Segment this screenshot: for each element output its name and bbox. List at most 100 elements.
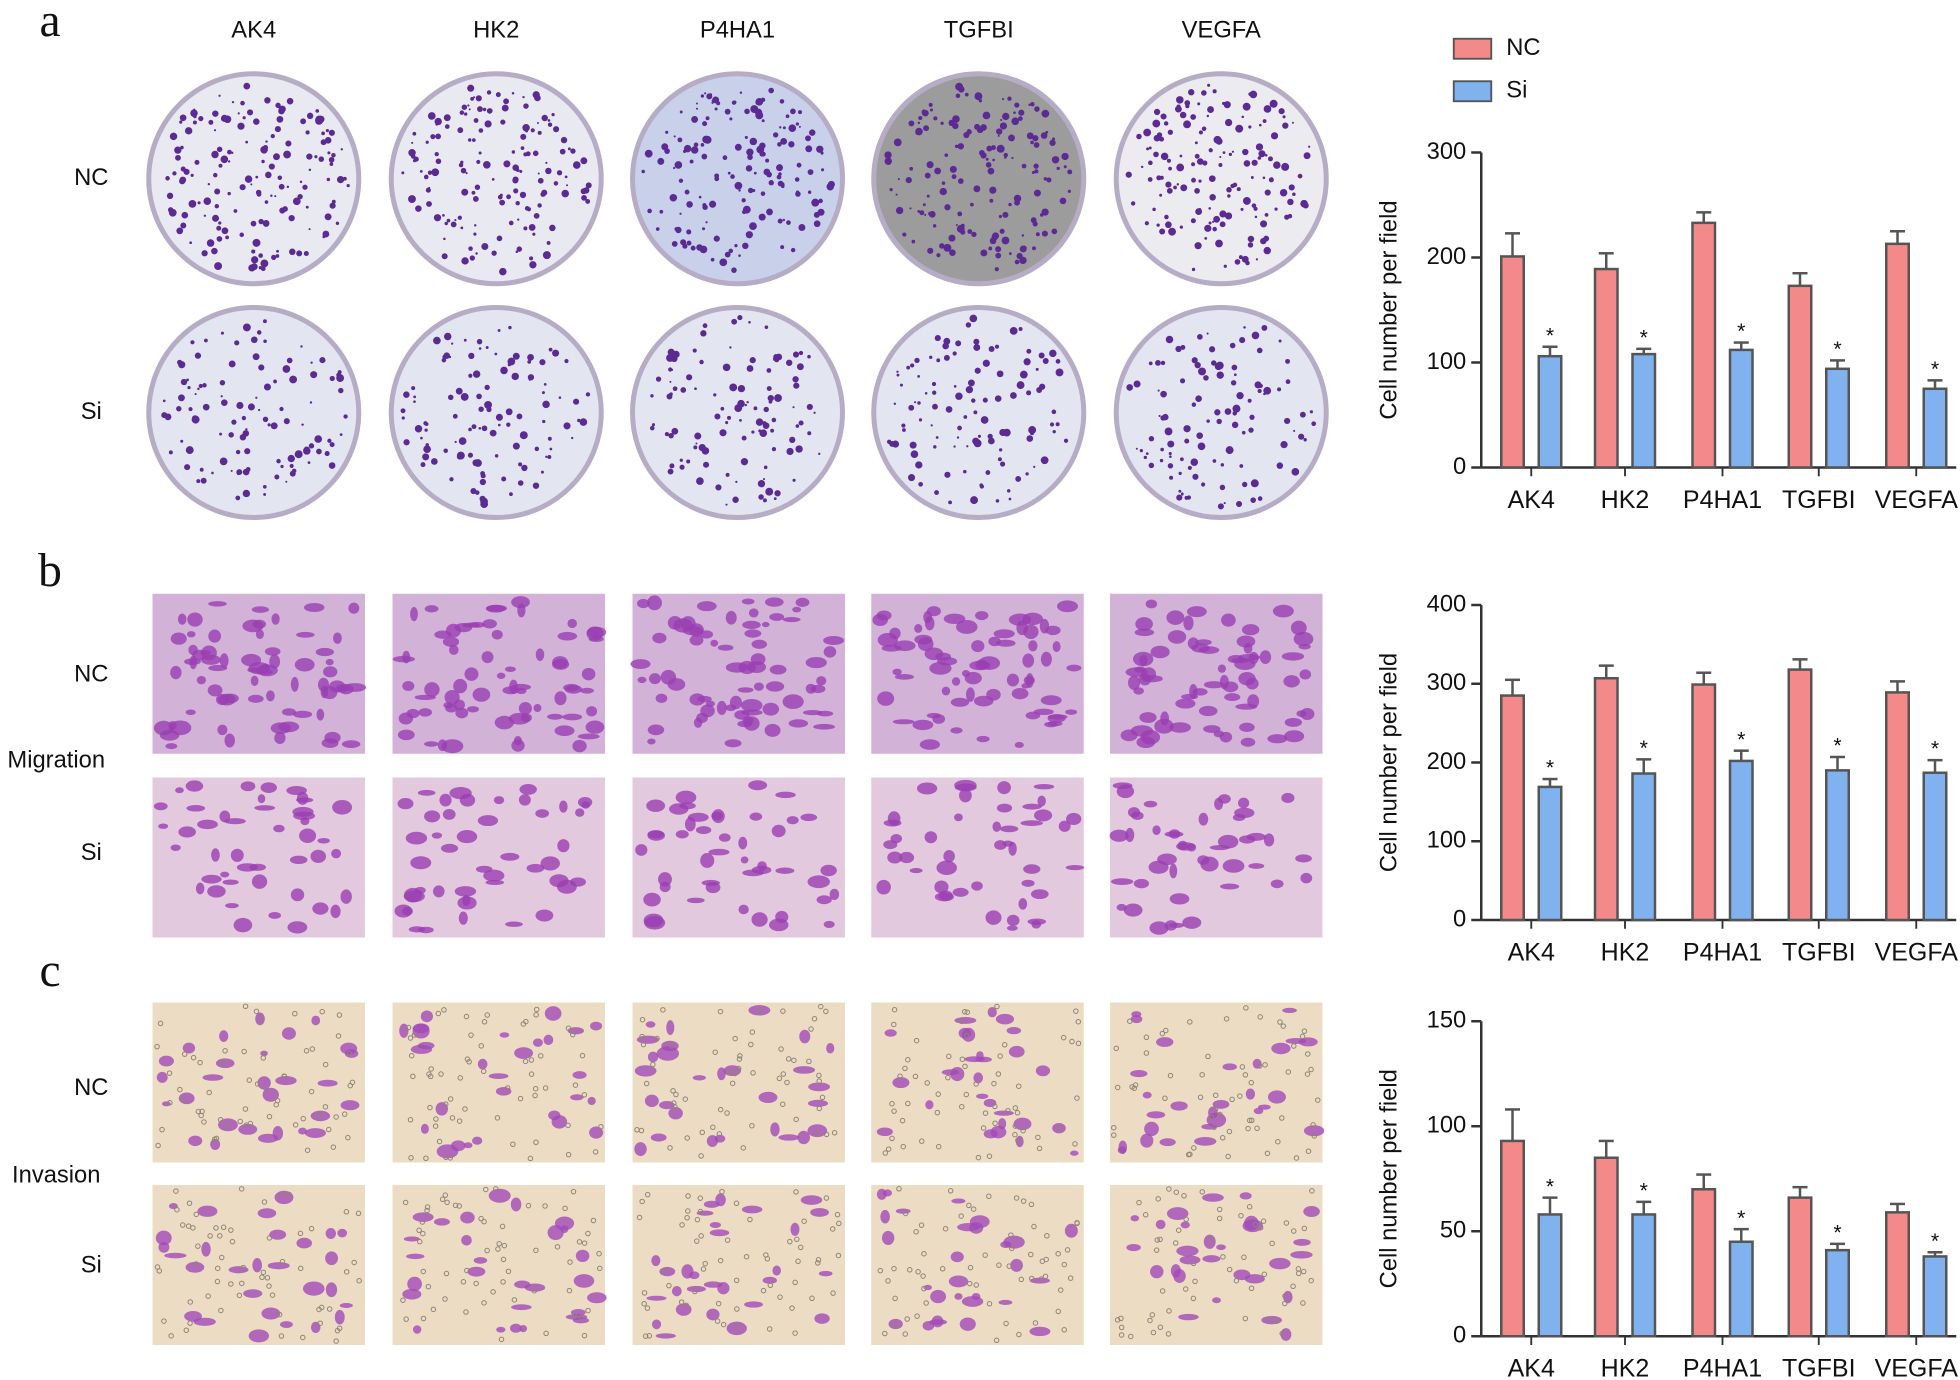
colony	[695, 102, 698, 105]
colony	[924, 213, 927, 216]
cell	[170, 632, 187, 645]
pore	[408, 1155, 414, 1161]
bar	[1593, 1156, 1619, 1338]
colony	[989, 186, 997, 194]
legend-label: Si	[1506, 77, 1527, 104]
cell	[233, 917, 253, 933]
colony	[454, 218, 457, 222]
pore	[1220, 1254, 1226, 1260]
colony	[553, 181, 559, 186]
x-tick-label: P4HA1	[1683, 938, 1762, 966]
colony	[566, 184, 569, 187]
pore	[700, 1266, 707, 1272]
pore	[442, 1192, 449, 1198]
colony	[425, 140, 429, 144]
cell	[1145, 599, 1158, 609]
bar	[1885, 242, 1910, 469]
cell	[219, 653, 229, 668]
colony	[668, 432, 674, 439]
cell	[444, 689, 460, 705]
cell	[185, 709, 196, 716]
colony	[1164, 214, 1169, 220]
pore	[1243, 1005, 1249, 1011]
cell	[909, 868, 923, 874]
pore	[238, 1186, 245, 1192]
colony	[957, 178, 964, 184]
colony	[461, 104, 468, 110]
colony	[667, 468, 674, 475]
cell	[782, 694, 804, 710]
x-tick-label: AK4	[1508, 938, 1555, 966]
cell	[1033, 784, 1055, 790]
colony	[220, 114, 229, 122]
cell	[241, 653, 262, 667]
cell	[1167, 630, 1187, 644]
pore	[1057, 1287, 1064, 1293]
cell	[684, 817, 696, 832]
colony	[1219, 221, 1226, 228]
colony	[255, 396, 258, 399]
colony	[338, 387, 344, 394]
colony	[1255, 143, 1264, 151]
colony	[766, 368, 772, 373]
cell	[1234, 658, 1256, 670]
pore	[1031, 1223, 1037, 1230]
colony	[745, 231, 753, 239]
pore	[823, 1195, 830, 1201]
cell	[587, 1292, 607, 1304]
colony	[1207, 106, 1214, 113]
cell	[1006, 673, 1020, 687]
cell	[669, 803, 689, 815]
colony	[457, 215, 463, 220]
colony	[807, 431, 812, 436]
pore	[1111, 1124, 1117, 1131]
cell	[705, 881, 721, 894]
pore	[420, 1230, 426, 1237]
colony	[263, 319, 267, 324]
pore	[1005, 1107, 1011, 1114]
pore	[565, 1122, 571, 1129]
cell	[675, 1303, 692, 1316]
colony	[1263, 246, 1271, 255]
cell	[1284, 730, 1305, 743]
pore	[760, 1287, 767, 1294]
cell	[461, 1234, 472, 1246]
pore	[816, 1072, 822, 1079]
colony	[781, 184, 785, 189]
cell	[424, 741, 439, 747]
colony	[227, 191, 231, 196]
cell	[533, 704, 542, 712]
cell	[661, 1040, 679, 1052]
pore	[590, 1217, 597, 1224]
pore	[1285, 1069, 1292, 1075]
cell	[1047, 714, 1068, 720]
colony	[547, 122, 553, 127]
microscopy-field	[1110, 593, 1323, 754]
colony	[686, 459, 691, 464]
colony	[788, 124, 797, 133]
colony	[1263, 105, 1272, 113]
colony	[460, 226, 464, 230]
cell	[279, 1321, 293, 1328]
colony	[532, 482, 540, 489]
colony	[1212, 226, 1217, 232]
colony	[818, 198, 823, 204]
pore	[500, 1279, 506, 1285]
colony	[918, 481, 923, 487]
row-label: NC	[74, 660, 108, 687]
colony	[483, 160, 491, 169]
bar	[1537, 785, 1563, 922]
cell	[995, 639, 1016, 647]
cell	[1018, 898, 1028, 910]
y-axis-label: Cell number per field	[1375, 653, 1402, 872]
colony	[973, 185, 981, 193]
colony	[807, 190, 812, 194]
colony	[501, 476, 507, 482]
pore	[823, 1131, 830, 1138]
pore	[1159, 1030, 1166, 1037]
colony	[242, 489, 251, 498]
colony	[234, 340, 240, 346]
cell	[696, 712, 708, 724]
colony	[460, 392, 469, 401]
cell	[485, 604, 506, 613]
